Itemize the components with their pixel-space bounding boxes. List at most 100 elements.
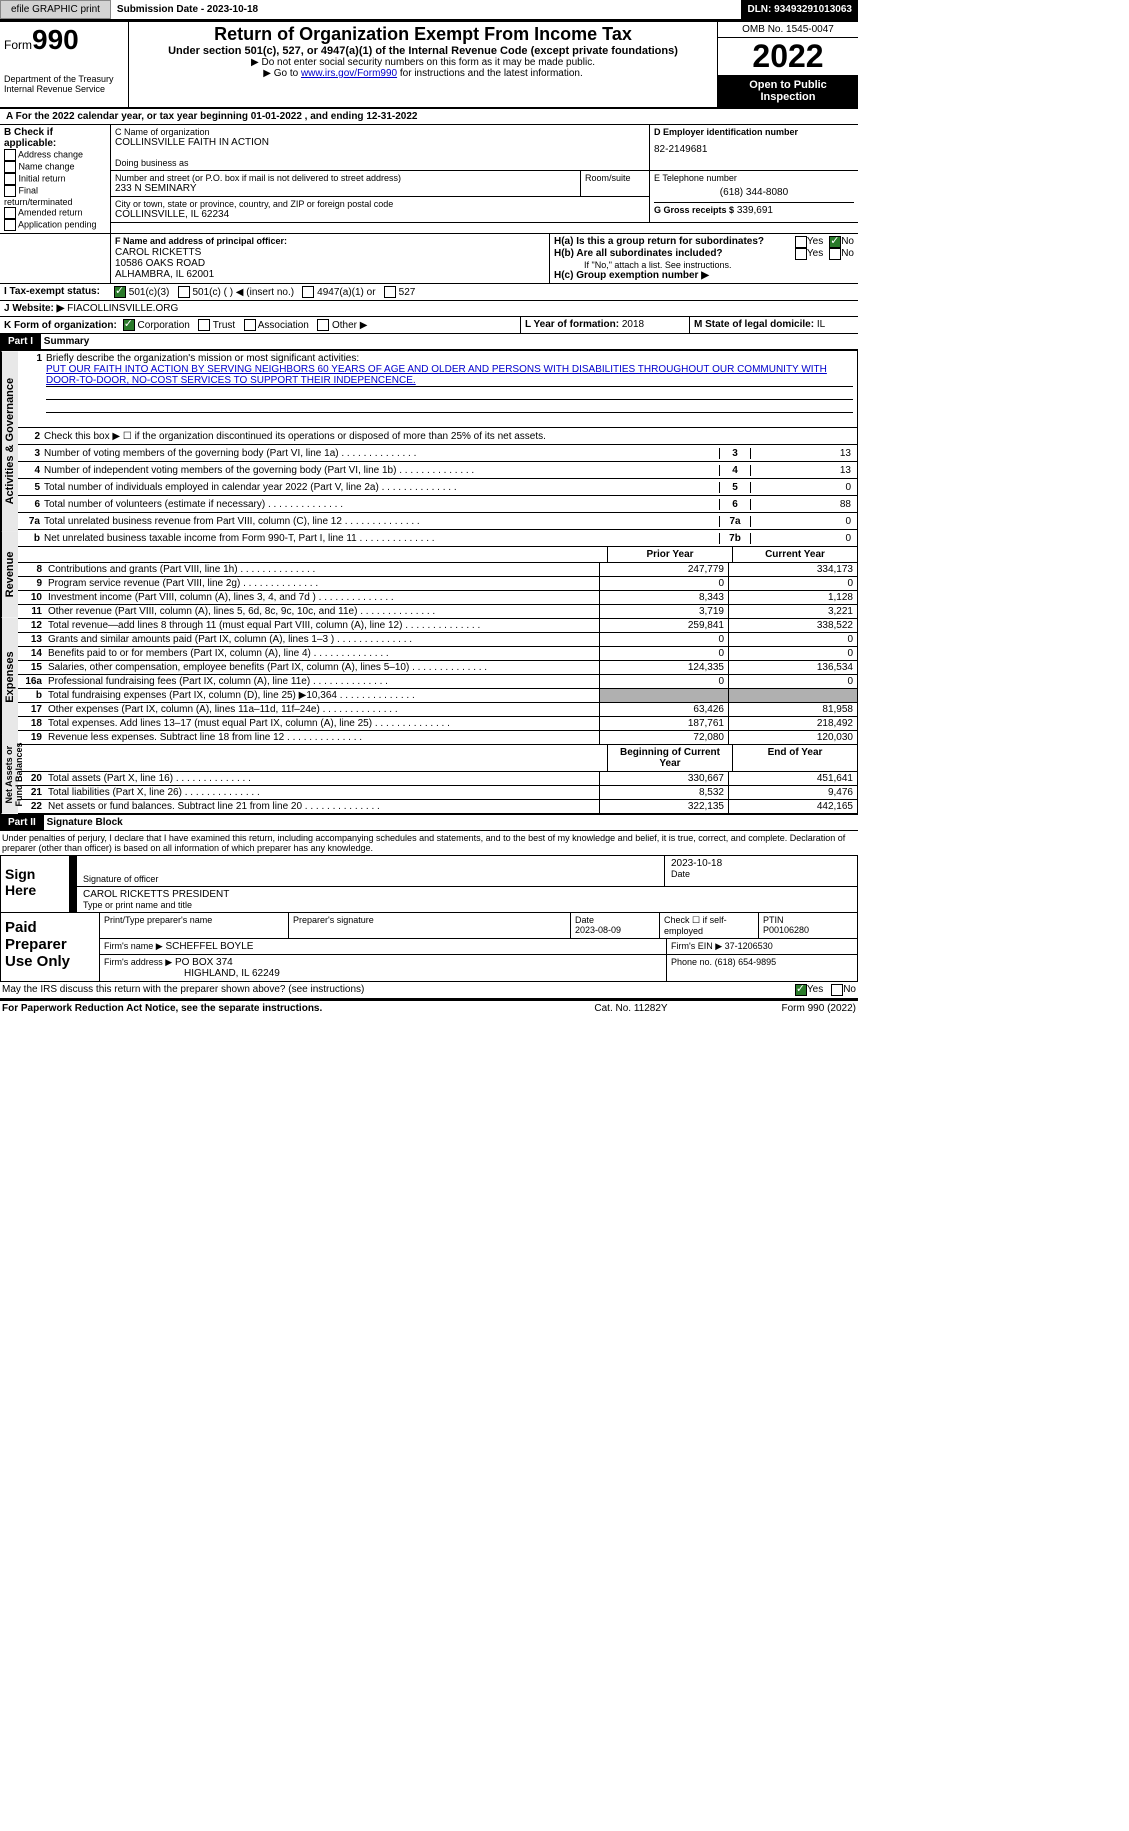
form-org-label: K Form of organization: (4, 320, 117, 331)
b-checkbox[interactable] (4, 207, 16, 219)
sections-bcdeg: B Check if applicable: Address change Na… (0, 125, 858, 234)
may-irs-yes-checkbox[interactable] (795, 984, 807, 996)
submission-date: Submission Date - 2023-10-18 (111, 0, 264, 19)
sections-fh: F Name and address of principal officer:… (0, 234, 858, 284)
ha-yes-checkbox[interactable] (795, 236, 807, 248)
mission-text: PUT OUR FAITH INTO ACTION BY SERVING NEI… (46, 364, 853, 387)
top-bar: efile GRAPHIC print Submission Date - 20… (0, 0, 858, 20)
website-label: J Website: ▶ (4, 303, 64, 314)
line-2: Check this box ▶ ☐ if the organization d… (44, 431, 546, 442)
data-row: 18Total expenses. Add lines 13–17 (must … (18, 717, 857, 731)
prep-sig-label: Preparer's signature (289, 913, 571, 938)
header-note-2: ▶ Go to www.irs.gov/Form990 for instruct… (131, 68, 715, 79)
sig-officer-label: Signature of officer (83, 874, 658, 884)
col-headers-rev: Prior Year Current Year (18, 547, 857, 563)
tax-year: 2022 (718, 38, 858, 75)
k-checkbox[interactable] (244, 319, 256, 331)
gross-receipts-value: 339,691 (737, 205, 773, 216)
h-note: If "No," attach a list. See instructions… (554, 260, 854, 270)
ptin-value: P00106280 (763, 925, 809, 935)
year-formation-value: 2018 (622, 319, 644, 330)
hb-yes-checkbox[interactable] (795, 248, 807, 260)
firm-ein: 37-1206530 (725, 941, 773, 951)
tab-net-assets: Net Assets or Fund Balances (1, 735, 18, 814)
k-checkbox[interactable] (123, 319, 135, 331)
dln-label: DLN: 93493291013063 (741, 0, 858, 19)
summary-line: 7aTotal unrelated business revenue from … (18, 513, 857, 530)
hb-no-checkbox[interactable] (829, 248, 841, 260)
data-row: 8Contributions and grants (Part VIII, li… (18, 563, 857, 577)
summary-line: 5Total number of individuals employed in… (18, 479, 857, 496)
self-employed: Check ☐ if self-employed (660, 913, 759, 938)
summary-line: bNet unrelated business taxable income f… (18, 530, 857, 547)
summary-line: 3Number of voting members of the governi… (18, 445, 857, 462)
prep-phone: (618) 654-9895 (715, 957, 777, 967)
dept-label: Department of the Treasury Internal Reve… (4, 74, 124, 94)
b-checkbox[interactable] (4, 219, 16, 231)
data-row: 11Other revenue (Part VIII, column (A), … (18, 605, 857, 619)
i-checkbox[interactable] (302, 286, 314, 298)
state-domicile-value: IL (817, 319, 825, 330)
part-2-header: Part II Signature Block (0, 815, 858, 831)
tab-activities: Activities & Governance (1, 351, 18, 531)
i-checkbox[interactable] (384, 286, 396, 298)
data-row: 9Program service revenue (Part VIII, lin… (18, 577, 857, 591)
section-j: J Website: ▶ FIACOLLINSVILLE.ORG (0, 301, 858, 317)
efile-print-button[interactable]: efile GRAPHIC print (0, 0, 111, 19)
mission-label: Briefly describe the organization's miss… (46, 353, 359, 364)
may-irs-no-checkbox[interactable] (831, 984, 843, 996)
dba-label: Doing business as (115, 158, 645, 168)
prep-date: 2023-08-09 (575, 925, 621, 935)
section-i: I Tax-exempt status: 501(c)(3) 501(c) ( … (0, 284, 858, 301)
header-note-1: ▶ Do not enter social security numbers o… (131, 57, 715, 68)
data-row: 20Total assets (Part X, line 16)330,6674… (18, 772, 857, 786)
name-label: C Name of organization (115, 127, 645, 137)
k-checkbox[interactable] (198, 319, 210, 331)
firm-city: HIGHLAND, IL 62249 (184, 968, 280, 979)
b-checkbox[interactable] (4, 149, 16, 161)
sections-klm: K Form of organization: Corporation Trus… (0, 317, 858, 334)
col-headers-na: Beginning of Current Year End of Year (18, 745, 857, 772)
h-c-label: H(c) Group exemption number ▶ (554, 270, 709, 281)
website-value: FIACOLLINSVILLE.ORG (67, 303, 178, 314)
paid-prep-label: Paid Preparer Use Only (1, 913, 100, 981)
form-title: Return of Organization Exempt From Incom… (131, 24, 715, 45)
officer-addr2: ALHAMBRA, IL 62001 (115, 269, 545, 280)
tax-status-label: I Tax-exempt status: (4, 286, 114, 298)
addr-label: Number and street (or P.O. box if mail i… (115, 173, 576, 183)
gross-receipts-label: G Gross receipts $ (654, 205, 734, 215)
room-label: Room/suite (581, 171, 650, 196)
form-number: Form990 (4, 24, 124, 56)
summary-line: 4Number of independent voting members of… (18, 462, 857, 479)
firm-addr: PO BOX 374 (175, 957, 233, 968)
ha-no-checkbox[interactable] (829, 236, 841, 248)
irs-link[interactable]: www.irs.gov/Form990 (301, 68, 397, 79)
paid-preparer-block: Paid Preparer Use Only Print/Type prepar… (0, 913, 858, 982)
i-checkbox[interactable] (178, 286, 190, 298)
ein-value: 82-2149681 (654, 138, 854, 161)
b-checkbox[interactable] (4, 161, 16, 173)
i-checkbox[interactable] (114, 286, 126, 298)
year-formation-label: L Year of formation: (525, 319, 619, 330)
data-row: 22Net assets or fund balances. Subtract … (18, 800, 857, 814)
part-1-body: Activities & Governance Revenue Expenses… (0, 350, 858, 815)
page-footer: For Paperwork Reduction Act Notice, see … (0, 999, 858, 1016)
b-checkbox[interactable] (4, 185, 16, 197)
data-row: 14Benefits paid to or for members (Part … (18, 647, 857, 661)
section-b-label: B Check if applicable: (4, 127, 56, 149)
form-header: Form990 Department of the Treasury Inter… (0, 20, 858, 109)
officer-addr1: 10586 OAKS ROAD (115, 258, 545, 269)
b-checkbox[interactable] (4, 173, 16, 185)
data-row: bTotal fundraising expenses (Part IX, co… (18, 689, 857, 703)
ein-label: D Employer identification number (654, 127, 798, 137)
officer-label: F Name and address of principal officer: (115, 236, 287, 246)
data-row: 17Other expenses (Part IX, column (A), l… (18, 703, 857, 717)
part-1-header: Part I Summary (0, 334, 858, 350)
k-checkbox[interactable] (317, 319, 329, 331)
data-row: 16aProfessional fundraising fees (Part I… (18, 675, 857, 689)
print-name-label: Print/Type preparer's name (100, 913, 289, 938)
city-value: COLLINSVILLE, IL 62234 (115, 209, 645, 220)
data-row: 13Grants and similar amounts paid (Part … (18, 633, 857, 647)
data-row: 10Investment income (Part VIII, column (… (18, 591, 857, 605)
city-label: City or town, state or province, country… (115, 199, 645, 209)
